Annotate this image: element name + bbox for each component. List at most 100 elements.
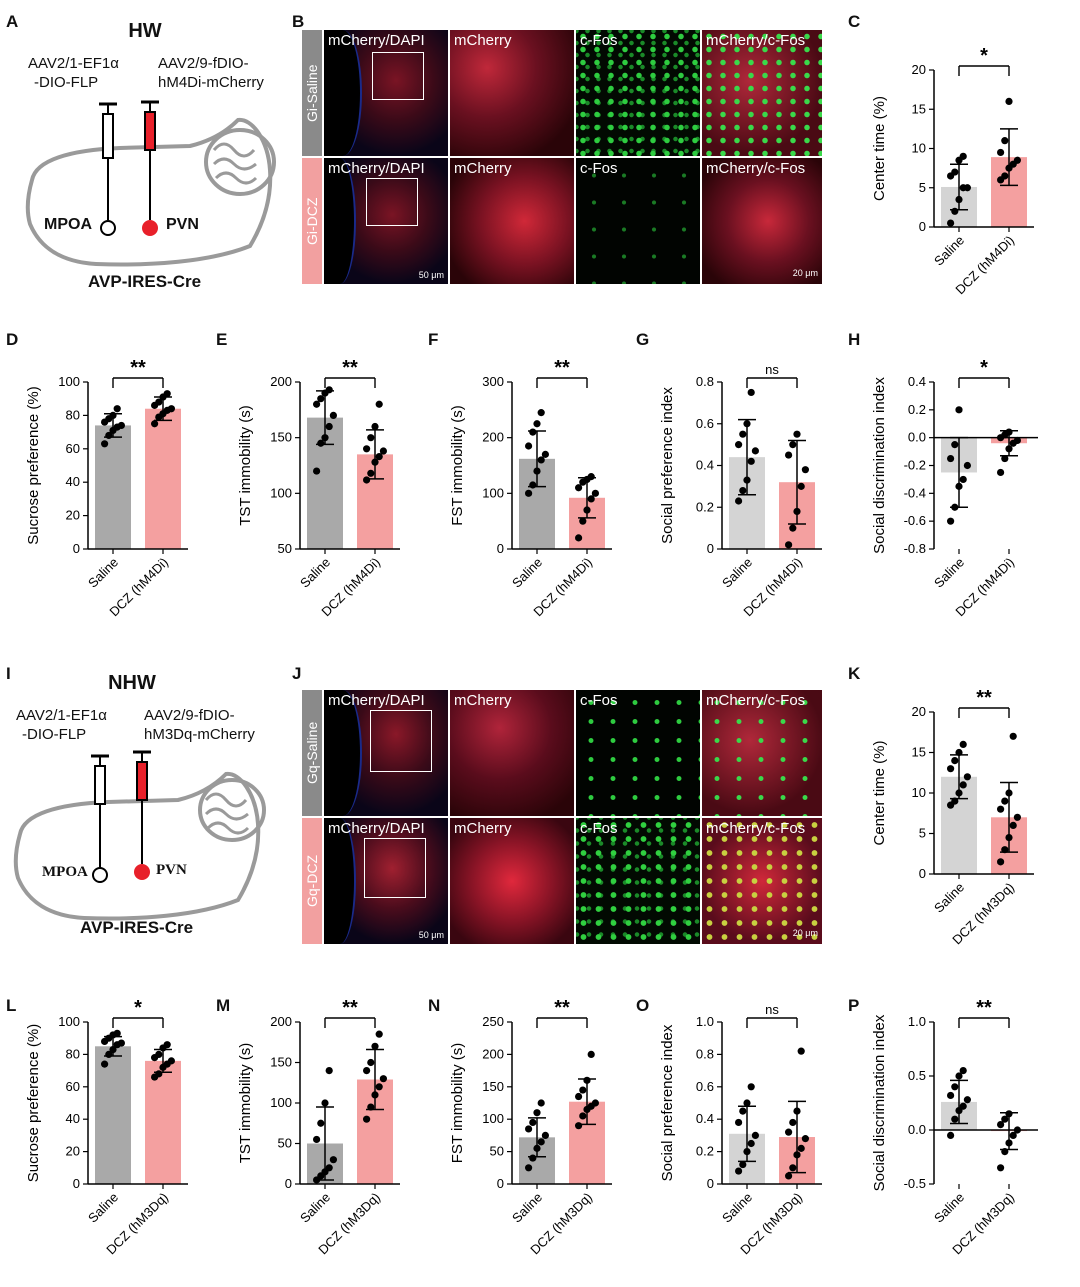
y-tick-label: 0.8 [696,374,714,389]
y-tick-label: 80 [66,1046,80,1061]
y-axis-label: Social discrimination index [871,1014,888,1191]
data-point [785,1172,793,1180]
data-point [579,1112,587,1120]
chart-svg: Social discrimination index -0.8 -0.6 -0.4 -… [871,357,1038,619]
y-axis-label: TST immobility (s) [237,405,254,526]
channel-label: c-Fos [580,160,618,177]
data-point [751,447,759,455]
y-axis-label: TST immobility (s) [237,1043,254,1164]
y-tick-label: 20 [912,62,926,77]
x-tick-label: Saline [719,1190,755,1226]
significance-label: ** [976,687,992,709]
y-tick-label: 1.0 [696,1014,714,1029]
image-cfos-row1: c-Fos [576,690,700,816]
panel-letter-p: P [848,996,860,1015]
data-point [743,1099,751,1107]
data-point [321,434,329,442]
significance-label: * [980,45,988,67]
image-dapi-row1: mCherry/DAPI [324,690,448,816]
y-axis-label: Social preference index [659,1024,676,1181]
data-point [151,420,159,428]
data-point [1001,1148,1009,1156]
image-merge-row1: mCherry/c-Fos [702,690,822,816]
data-point [325,1067,333,1075]
y-tick-label: 150 [482,1079,504,1094]
data-point [533,420,541,428]
data-point [735,1118,743,1127]
data-point [743,420,751,428]
channel-label: mCherry [454,820,512,837]
data-point [155,1050,163,1058]
data-point [739,1160,747,1169]
data-point [529,1154,537,1162]
data-point [371,1091,379,1099]
data-point [537,1099,545,1107]
chart-o: Social preference index 0 0.2 0.4 0.6 0.8 1.0 S… [648,992,853,1282]
data-point [743,476,751,484]
y-tick-label: 100 [58,374,80,389]
chart-d: Sucrose preference (%) 0 20 40 60 80 100 Saline… [14,352,219,647]
data-point [747,1139,755,1148]
channel-label: mCherry/DAPI [328,820,425,837]
chart-svg: TST immobility (s)050100150200SalineDCZ … [237,997,400,1257]
y-tick-label: 200 [482,1046,504,1061]
data-point [1005,789,1013,797]
condition-label-dcz: Gq-DCZ [302,818,322,944]
data-point [167,405,175,413]
y-tick-label: 0.2 [908,402,926,417]
y-tick-label: 0.6 [696,416,714,431]
data-point [101,440,109,448]
data-point [1013,156,1021,164]
data-point [947,454,955,463]
data-point [1001,1115,1009,1123]
y-tick-label: 0.0 [908,1122,926,1137]
data-point [739,430,747,438]
data-point [959,740,967,748]
chart-e: TST immobility (s) 50 100 150 200 Saline DCZ (… [226,352,431,647]
data-point [325,386,333,394]
y-tick-label: 10 [912,785,926,800]
data-point [575,534,583,542]
panel-letter-o: O [636,996,650,1015]
data-point [951,503,959,511]
virus-left-label: AAV2/1-EF1α -DIO-FLP [16,707,107,743]
data-point [1009,732,1017,740]
y-tick-label: 0.8 [696,1046,714,1061]
y-tick-label: 0 [919,219,926,234]
chart-p: Social discrimination index -0.5 0.0 0.5 1.0… [860,992,1070,1282]
data-point [587,495,595,503]
data-point [525,442,533,450]
schematic-group-title: HW [128,20,162,42]
y-tick-label: 20 [912,704,926,719]
data-point [371,422,379,431]
data-point [797,1047,805,1055]
data-point [329,411,337,419]
data-point [155,1070,163,1078]
chart-c: Center time (%) 0 5 10 15 20 Saline DCZ (hM4Di)… [860,40,1070,325]
data-point [959,1067,967,1075]
data-point [955,748,963,757]
panel-letter-b: B [292,12,305,31]
data-point [591,1099,599,1107]
y-tick-label: 0 [919,866,926,881]
y-tick-label: 0 [497,541,504,556]
bar [95,425,131,549]
data-point [579,517,587,525]
data-point [789,1118,797,1127]
data-point [529,1118,537,1127]
image-dapi-row1: mCherry/DAPI [324,30,448,156]
schematic-group-title: NHW [108,672,156,694]
mouse-line-label: AVP-IRES-Cre [80,918,194,937]
x-tick-label: Saline [509,555,545,591]
significance-label: ns [765,362,779,377]
data-point [951,1115,959,1123]
data-point [739,1107,747,1115]
y-axis-label: FST immobility (s) [449,405,466,526]
y-tick-label: 10 [912,141,926,156]
data-point [1005,428,1013,436]
panel-letter-c: C [848,12,861,31]
y-tick-label: 0.5 [908,1068,926,1083]
channel-label: mCherry/c-Fos [706,32,806,49]
data-point [963,461,971,470]
data-point [959,1102,967,1110]
